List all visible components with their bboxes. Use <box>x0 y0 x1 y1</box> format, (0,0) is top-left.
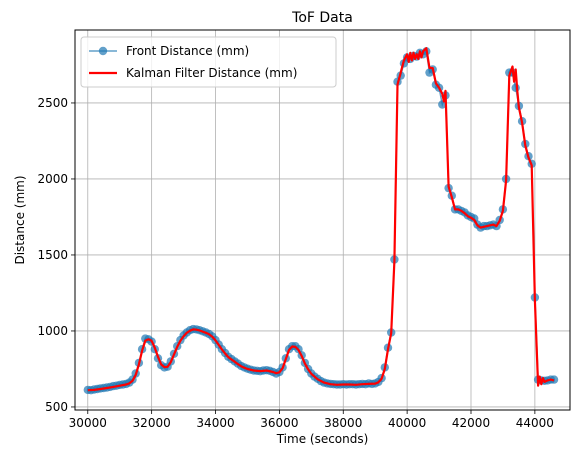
legend-label-front-distance: Front Distance (mm) <box>126 44 249 58</box>
y-tick-label: 2500 <box>37 96 68 110</box>
y-tick-label: 1000 <box>37 324 68 338</box>
x-tick-label: 40000 <box>388 416 426 430</box>
x-tick-label: 38000 <box>324 416 362 430</box>
plot-frame <box>74 29 571 411</box>
x-tick-label: 30000 <box>69 416 107 430</box>
axis-ticks: 30000 32000 34000 36000 38000 40000 42000 44000… <box>37 96 554 430</box>
legend-box <box>80 36 337 88</box>
x-tick-label: 32000 <box>133 416 171 430</box>
legend-marker-front-distance <box>98 46 108 56</box>
x-tick-label: 34000 <box>196 416 234 430</box>
series-line-kalman-distance <box>87 47 555 392</box>
legend-label-kalman-distance: Kalman Filter Distance (mm) <box>126 66 297 80</box>
data-point-front-distance <box>438 100 447 109</box>
y-axis-label: Distance (mm) <box>13 175 27 264</box>
series-layer <box>83 47 559 395</box>
y-tick-label: 500 <box>45 400 68 414</box>
y-tick-label: 2000 <box>37 172 68 186</box>
x-axis-label: Time (seconds) <box>276 432 369 446</box>
x-tick-label: 42000 <box>452 416 490 430</box>
data-point-front-distance <box>511 83 520 93</box>
y-tick-label: 1500 <box>37 248 68 262</box>
x-tick-label: 44000 <box>516 416 554 430</box>
grid <box>75 30 570 410</box>
chart-title: ToF Data <box>291 10 353 26</box>
x-tick-label: 36000 <box>260 416 298 430</box>
legend: Front Distance (mm) Kalman Filter Distan… <box>80 36 337 88</box>
